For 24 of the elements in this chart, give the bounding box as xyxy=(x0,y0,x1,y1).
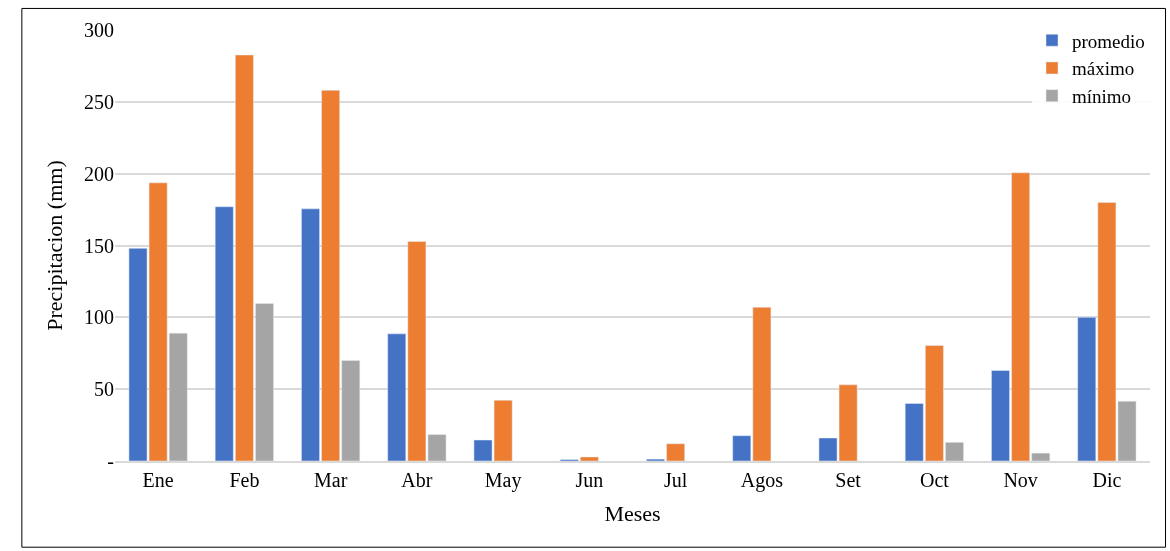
x-tick-label: Jul xyxy=(663,469,688,491)
x-tick-label: Agos xyxy=(740,469,784,492)
y-tick-label: 50 xyxy=(94,378,114,401)
x-tick-label: May xyxy=(484,469,522,492)
x-tick-label: Abr xyxy=(401,469,433,491)
x-tick-label: Oct xyxy=(919,469,950,491)
y-tick-label: - xyxy=(107,450,114,472)
y-axis-title: Precipitacion (mm) xyxy=(41,160,67,331)
x-tick-label: Nov xyxy=(1003,469,1038,491)
legend-label: promedio xyxy=(1072,30,1145,52)
legend-label: mínimo xyxy=(1072,86,1132,108)
y-tick-label: 200 xyxy=(84,162,114,185)
x-tick-label: Ene xyxy=(142,469,174,491)
x-tick-label: Jun xyxy=(575,469,604,491)
y-tick-label: 250 xyxy=(84,90,114,113)
x-tick-label: Set xyxy=(835,469,862,491)
x-axis-title: Meses xyxy=(604,501,661,527)
y-tick-label: 300 xyxy=(84,19,114,41)
legend-label: máximo xyxy=(1072,58,1135,80)
x-tick-label: Dic xyxy=(1092,469,1122,491)
x-tick-label: Feb xyxy=(229,469,260,491)
y-tick-label: 100 xyxy=(84,306,114,329)
x-tick-label: Mar xyxy=(313,469,348,491)
y-tick-label: 150 xyxy=(84,234,114,257)
